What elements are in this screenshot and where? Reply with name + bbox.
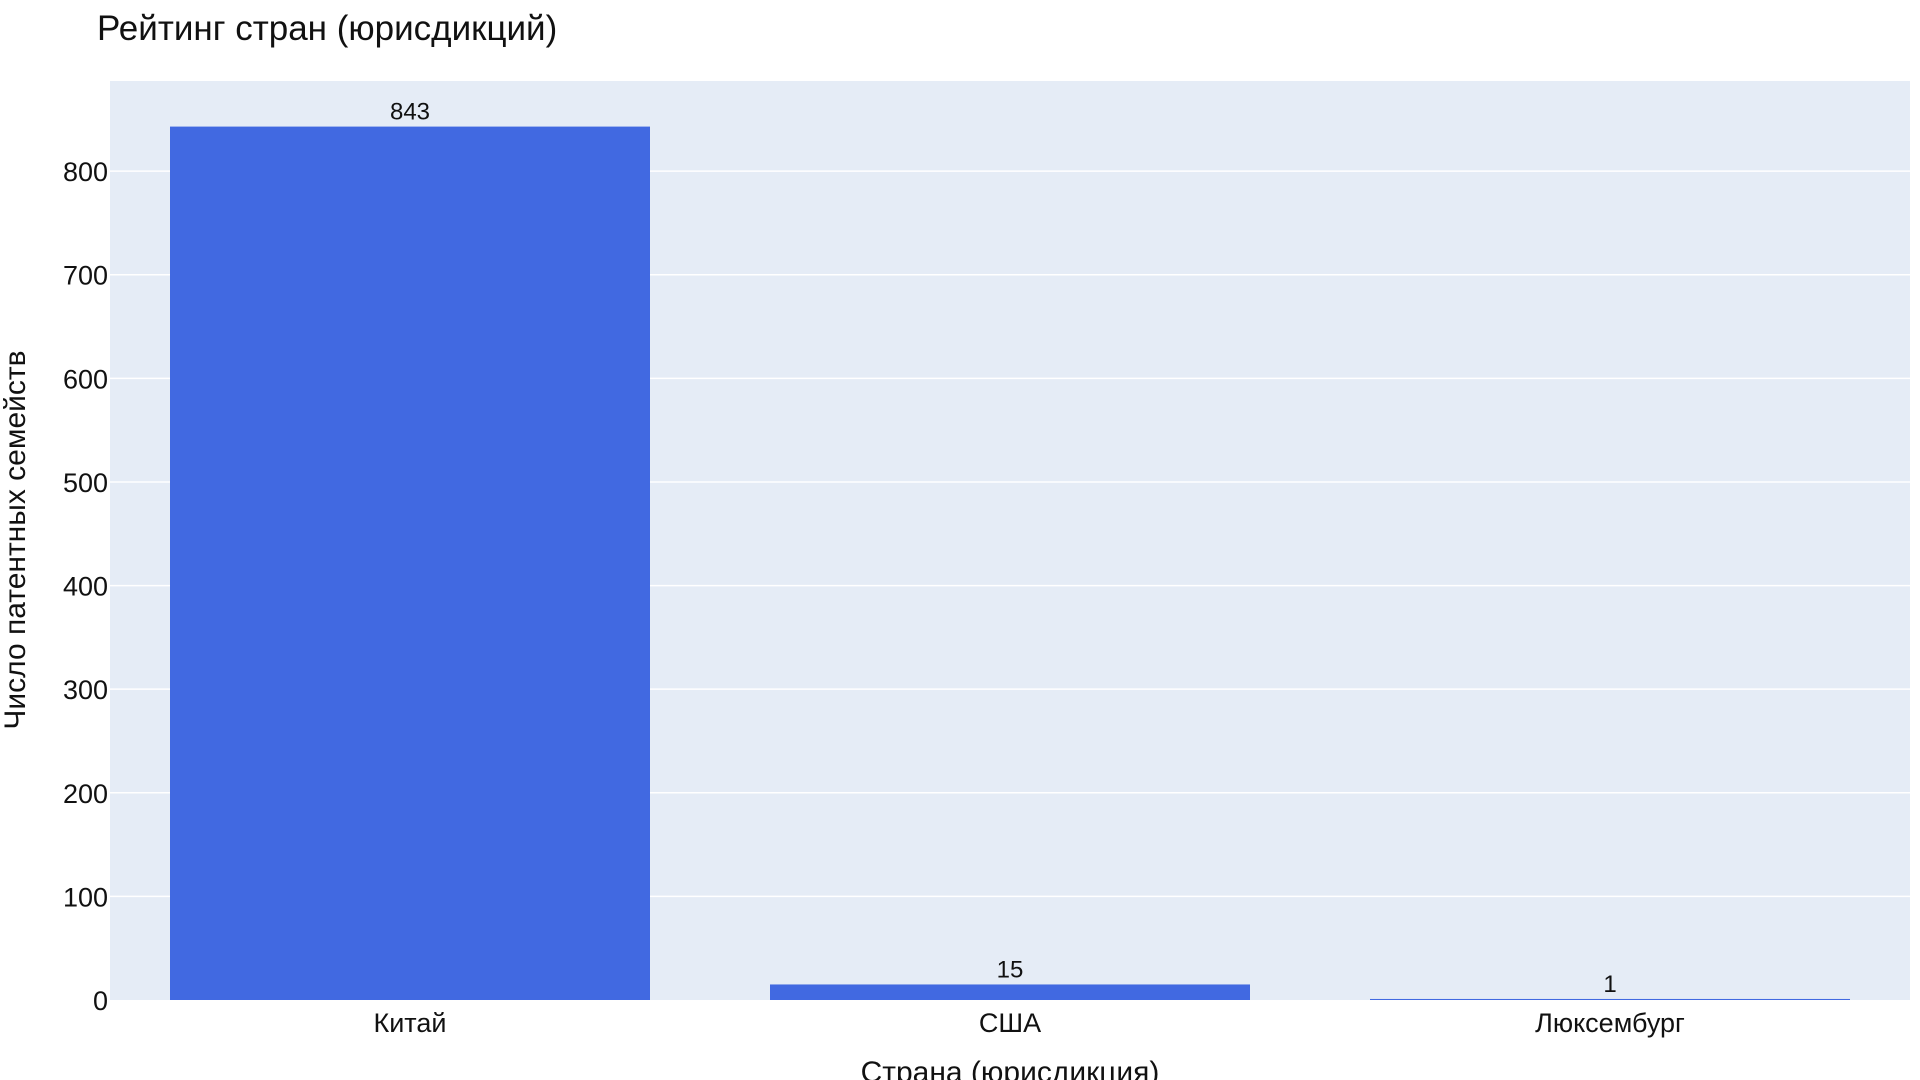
y-tick-label-400: 400 [63,572,108,602]
y-tick-label-600: 600 [63,364,108,394]
y-tick-label-100: 100 [63,882,108,912]
y-tick-label-300: 300 [63,675,108,705]
x-tick-label-2: США [979,1008,1041,1038]
x-tick-label-1: Китай [374,1008,447,1038]
y-axis-title: Число патентных семейств [0,350,32,729]
bar-2 [770,984,1250,1000]
y-tick-label-0: 0 [93,986,108,1016]
bar-1 [170,126,650,1000]
x-axis-title: Страна (юрисдикция) [861,1056,1160,1080]
bar-3 [1370,998,1850,1000]
data-label-2: 15 [997,956,1024,983]
bars [170,126,1850,1000]
y-tick-label-700: 700 [63,261,108,291]
data-label-3: 1 [1603,971,1616,998]
data-labels: 843 15 1 [390,99,1617,998]
y-tick-label-500: 500 [63,468,108,498]
chart-title: Рейтинг стран (юрисдикций) [97,9,557,48]
data-label-1: 843 [390,99,430,126]
x-axis-ticks: Китай США Люксембург [374,1008,1686,1038]
y-axis-ticks: 0 100 200 300 400 500 600 700 800 [63,157,108,1016]
x-tick-label-3: Люксембург [1535,1008,1685,1038]
y-tick-label-800: 800 [63,157,108,187]
y-tick-label-200: 200 [63,779,108,809]
